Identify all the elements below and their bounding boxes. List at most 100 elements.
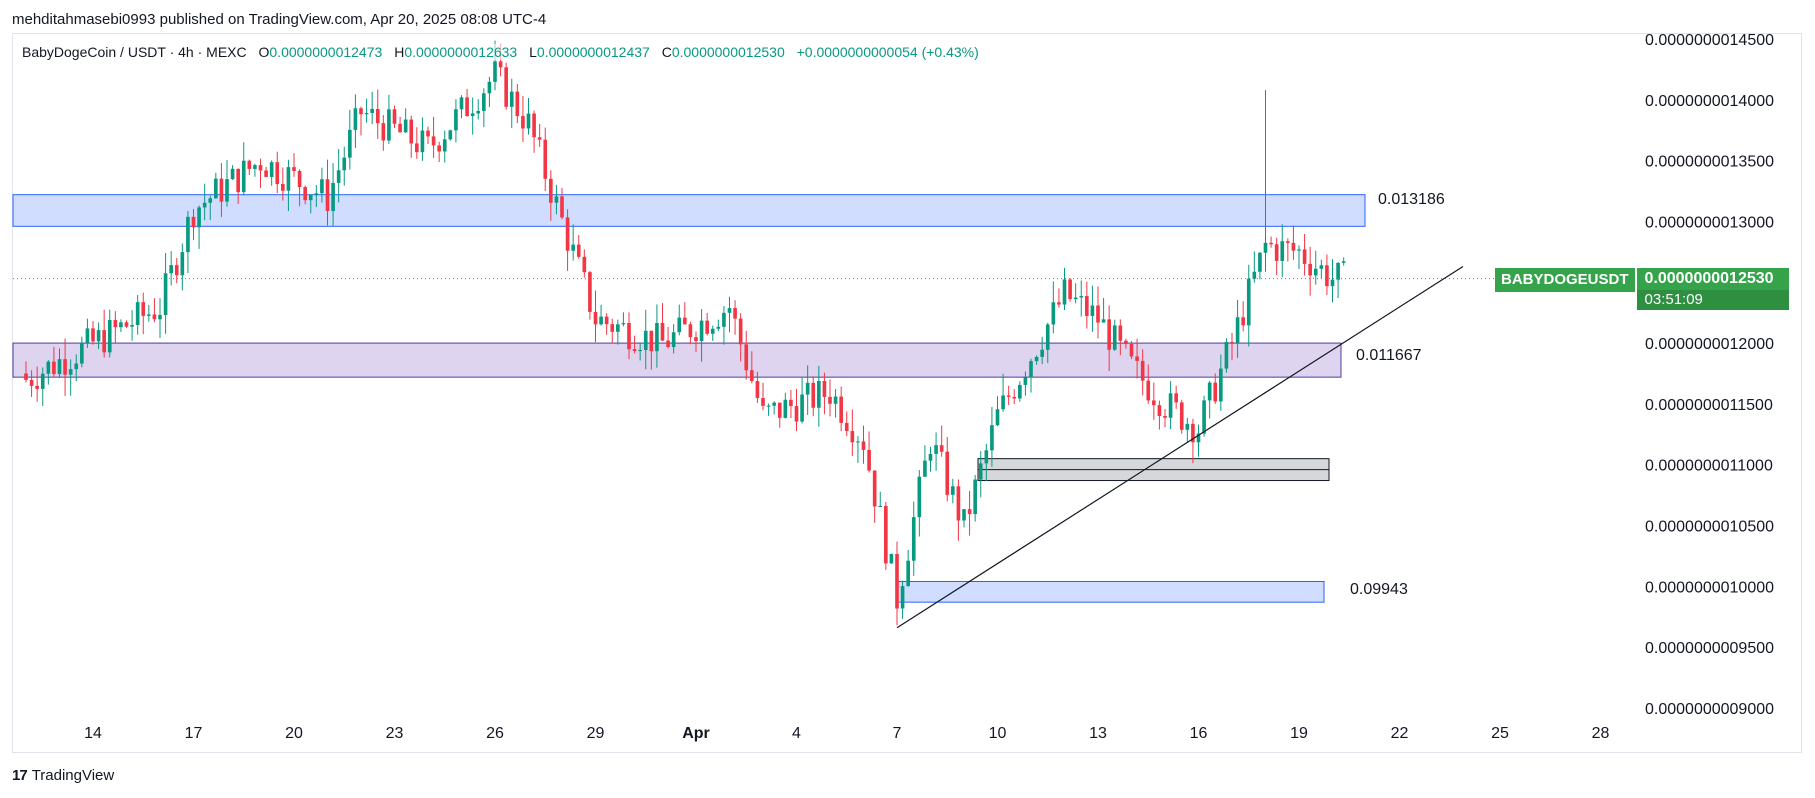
candle-body [560,196,564,218]
candle-body [493,61,497,82]
candle-body [147,314,151,316]
candle-body [398,123,402,133]
candle-body [236,168,240,193]
candle-body [387,109,391,141]
candle-body [281,184,285,191]
candle-body [800,394,804,422]
candle-body [214,178,218,199]
candle-body [1001,395,1005,410]
candle-body [180,252,185,276]
candle-body [1207,382,1212,401]
candle-body [375,108,380,124]
candle-body [1135,356,1139,361]
candle-body [454,109,458,131]
candle-body [52,361,56,375]
candle-body [119,322,123,328]
candle-body [789,399,793,407]
y-tick-label: 0.0000000013000 [1645,214,1774,231]
last-price-tag: BABYDOGEUSDT 0.0000000012530 03:51:09 [1495,268,1789,310]
candle-body [208,198,213,203]
y-tick-label: 0.0000000009000 [1645,701,1774,718]
candle-body [621,323,626,325]
legend-symbol[interactable]: BabyDogeCoin / USDT · 4h · MEXC [22,44,247,60]
candle-body [1006,395,1011,397]
candle-body [202,202,207,208]
candle-body [1191,423,1195,443]
candle-body [487,81,492,94]
candle-body [124,322,129,327]
candle-body [1286,241,1290,243]
candle-body [292,167,296,171]
candle-body [515,91,520,117]
candle-body [984,450,989,464]
ohlc-legend: BabyDogeCoin / USDT · 4h · MEXC O0.00000… [22,44,979,60]
candle-body [710,328,715,334]
candle-body [945,451,950,495]
x-tick-label: 4 [792,725,801,742]
candle-body [1280,241,1285,261]
candle-body [872,470,877,507]
price-tag-price: 0.0000000012530 [1644,270,1774,287]
candle-body [1230,341,1234,343]
zone-label-support: 0.011667 [1356,347,1422,364]
candle-body [967,509,972,515]
candle-body [917,476,922,518]
candle-body [253,165,257,169]
candle-body [331,182,335,211]
candle-body [610,324,615,332]
candle-body [1319,265,1324,269]
x-tick-label: 25 [1491,725,1509,742]
candle-body [911,517,916,561]
candle-body [102,330,106,353]
candle-body [1073,297,1078,300]
candle-body [325,179,330,211]
candle-body [828,396,832,404]
candle-body [716,326,721,329]
candle-body [197,207,201,228]
candle-body [219,178,224,202]
y-tick-label: 0.0000000009500 [1645,640,1774,657]
candle-body [1090,305,1095,316]
candle-body [655,323,659,352]
x-tick-label: 17 [185,725,203,742]
zone-low [897,580,1325,603]
candle-body [727,308,732,313]
candle-body [833,396,838,404]
candle-body [638,350,642,352]
candle-body [649,330,654,352]
y-tick-label: 0.0000000012000 [1645,336,1774,353]
legend-high-label: H [394,44,405,60]
tradingview-logo-icon: 17 [12,767,28,784]
candle-body [158,314,162,320]
candle-body [755,381,760,398]
x-tick-label: 16 [1190,725,1208,742]
footer-brand[interactable]: 17 TradingView [12,767,114,784]
candle-body [1096,305,1100,323]
candle-body [822,380,827,397]
price-tag-box: 0.0000000012530 03:51:09 [1636,268,1789,310]
candle-body [571,244,575,251]
candle-body [599,316,603,325]
candle-body [671,332,676,347]
candle-body [448,130,453,140]
candle-body [766,405,771,407]
candle-body [1129,344,1134,357]
candle-body [303,187,307,201]
candle-body [632,349,637,352]
candle-body [722,312,726,327]
candle-body [1213,382,1218,402]
candle-body [247,160,252,169]
candle-body [794,406,799,422]
candle-body [1051,302,1056,325]
candle-body [532,113,536,138]
candle-body [1330,279,1335,287]
x-tick-label: 20 [285,725,303,742]
candle-body [582,256,587,273]
legend-high-value: 0.0000000012633 [404,44,518,60]
footer-brand-text: TradingView [31,767,115,784]
x-tick-label: 22 [1391,725,1409,742]
candle-body [878,506,883,508]
candle-body [861,441,866,450]
candle-body [867,449,871,471]
